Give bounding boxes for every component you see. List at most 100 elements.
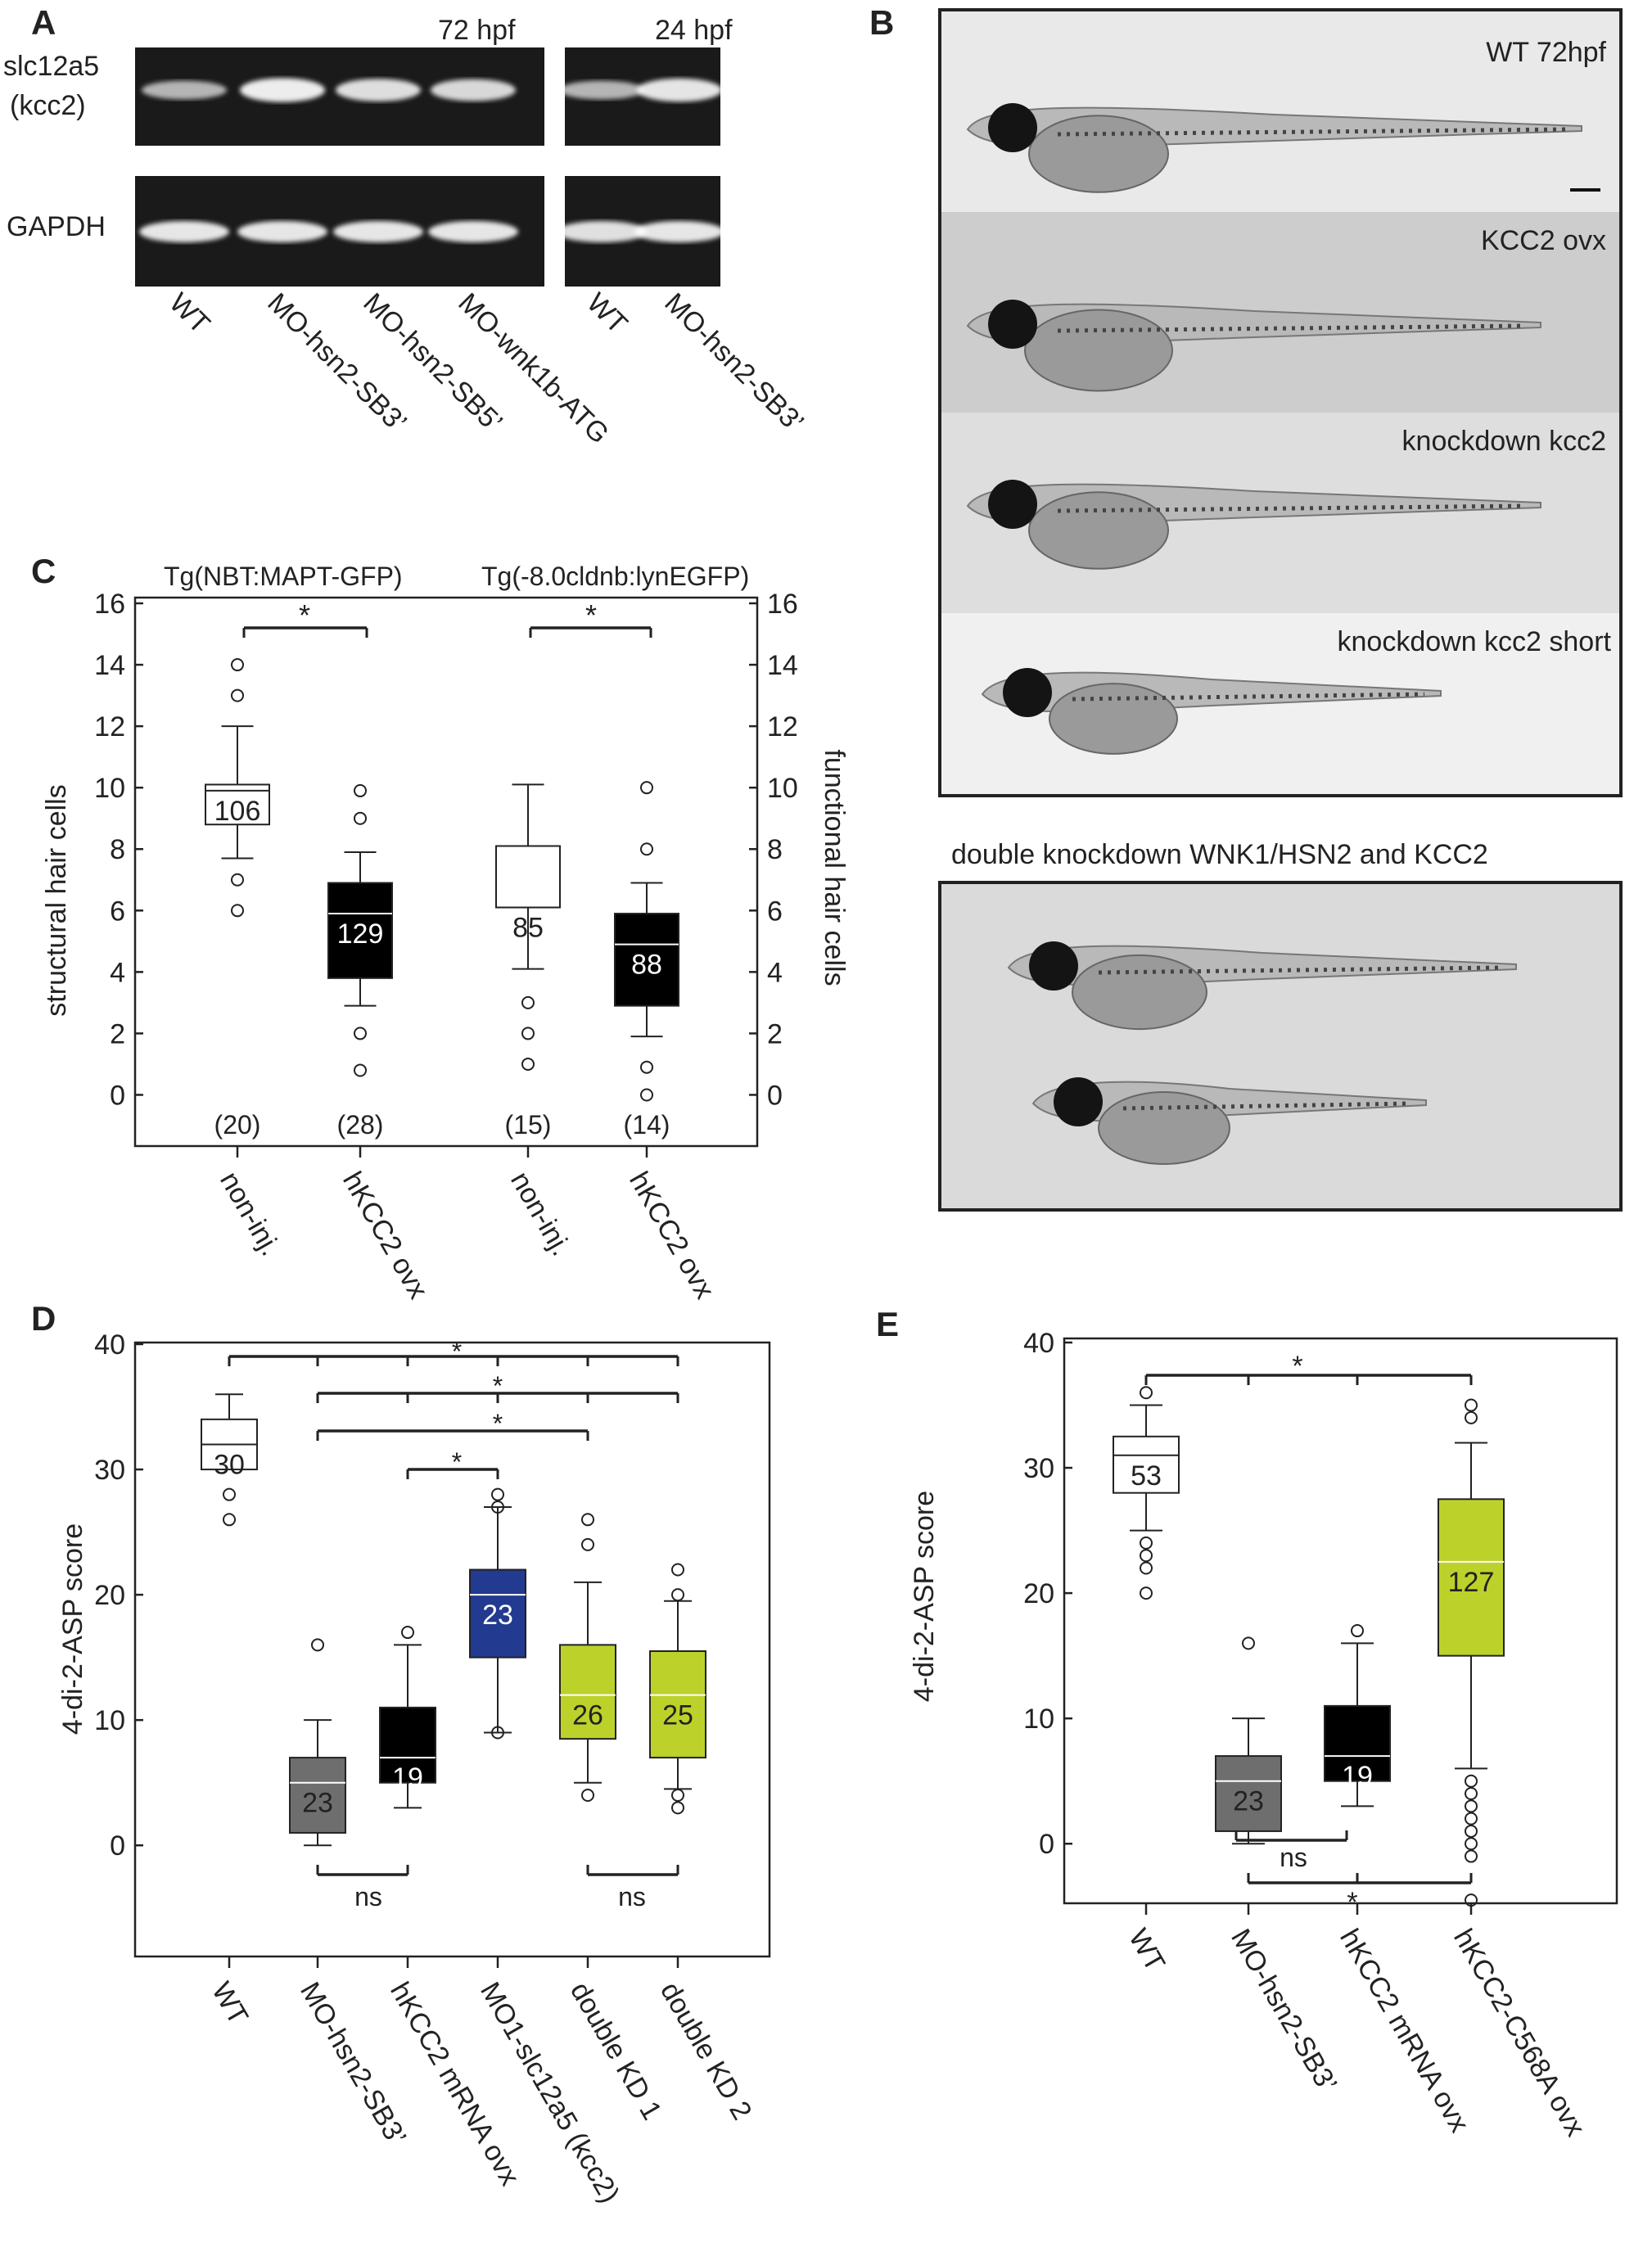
x-tick-label: non-inj. [214,1167,287,1261]
panel-a-row-label-1: slc12a5 [3,51,99,82]
outlier [354,1063,367,1077]
panel-d-sig-2: * [493,1371,503,1401]
panel-a-row-label-2: (kcc2) [10,90,86,121]
outlier [1465,1837,1478,1851]
outlier [401,1626,414,1640]
outlier [223,1487,236,1501]
x-tick-label: hKCC2 ovx [623,1167,720,1304]
y-tick-label: 0 [1039,1829,1054,1860]
outlier [1242,1636,1255,1650]
y-tick-label: 10 [94,773,125,804]
photo-frame-double [938,881,1623,1212]
y-tick-label-right: 16 [767,589,798,620]
outlier [491,1500,504,1514]
outlier [1140,1536,1153,1550]
y-tick-label: 40 [1023,1328,1054,1359]
box-count-label: 23 [482,1600,513,1631]
outlier [491,1487,504,1501]
box-count-label: 88 [631,950,662,981]
panel-e-sig-bottom: * [1347,1887,1357,1918]
y-tick-label: 12 [94,711,125,742]
larva-yolk [1098,1091,1230,1165]
box-count-label: 19 [1342,1761,1373,1792]
gel-lane-labels: WT MO-hsn2-SB3’MO-hsn2-SB5’MO-wnk1b-ATGWT… [163,287,810,450]
photo-label-kcc2-ovx: KCC2 ovx [1481,225,1606,256]
larva-eye [1003,668,1052,717]
outlier [521,1027,535,1040]
y-tick-label: 16 [94,589,125,620]
box-count-label: 30 [214,1449,245,1480]
larva-yolk [1049,683,1178,755]
panel-d-letter: D [31,1299,56,1338]
larva-eye [988,300,1037,349]
x-tick-label: double KD 1 [564,1977,667,2125]
kcc2-band [336,79,421,102]
gapdh-band [428,221,518,242]
panel-c-sig-right: * [585,598,597,632]
panel-c-right-title: Tg(-8.0cldnb:lynEGFP) [481,562,749,591]
outlier [640,842,653,856]
photo-label-knockdown-short: knockdown kcc2 short [1338,626,1612,657]
y-tick-label: 8 [110,834,125,865]
outlier [581,1537,594,1551]
plot-frame [1063,1337,1618,1905]
box [1113,1435,1180,1494]
group-n: (15) [505,1110,552,1140]
larva-pigment [1098,965,1501,975]
y-tick-label-right: 6 [767,896,783,927]
y-tick-label: 30 [1023,1453,1054,1484]
box-count-label: 53 [1131,1460,1162,1492]
outlier [1140,1386,1153,1400]
kcc2-band [240,78,325,102]
outlier [671,1789,684,1803]
outlier [311,1638,324,1652]
box [289,1757,346,1834]
y-tick-label-right: 2 [767,1018,783,1049]
outlier [671,1563,684,1577]
larva-pigment [1057,127,1566,137]
photo-label-wt: WT 72hpf [1486,37,1606,68]
y-tick-label: 20 [94,1580,125,1611]
panel-d: D 4-di-2-ASP score 0 10 20 30 40 30 23 19 23 26 25… [31,1299,771,2208]
gapdh-band [139,221,229,242]
larva-pigment [1122,1101,1411,1111]
kcc2-band [142,80,227,100]
larvae [966,103,1582,1165]
y-tick-label: 0 [110,1080,125,1111]
y-tick-label-right: 0 [767,1080,783,1111]
x-tick-label: hKCC2 mRNA ovx [1334,1924,1475,2137]
panel-d-ylabel: 4-di-2-ASP score [57,1523,88,1735]
panel-d-ns-2: ns [618,1882,646,1911]
box [649,1650,706,1759]
lane-label: WT [163,287,215,340]
panel-e-ns: ns [1280,1843,1307,1872]
gapdh-band [237,221,327,242]
y-tick-label: 30 [94,1455,125,1486]
outlier [354,783,367,797]
panel-a-letter: A [31,3,56,42]
y-tick-label: 14 [94,650,125,681]
outlier [223,1513,236,1527]
larva-eye [988,480,1037,529]
gapdh-band [333,221,423,242]
outlier [521,1057,535,1071]
larva-yolk [1028,115,1169,193]
outlier [231,658,244,672]
box-count-label: 85 [512,913,544,944]
panel-c-ylabel-left: structural hair cells [41,784,72,1016]
plot-frame [133,596,759,1148]
outlier [354,811,367,825]
kcc2-band [637,78,722,102]
larva-eye [1054,1077,1103,1126]
lane-label: MO-hsn2-SB3’ [658,287,810,439]
outlier [521,995,535,1009]
box-count-label: 25 [662,1700,693,1731]
photo-label-knockdown: knockdown kcc2 [1402,426,1606,457]
box-count-label: 129 [337,918,384,950]
outlier [581,1789,594,1803]
outlier [1465,1799,1478,1813]
box-count-label: 23 [1233,1786,1264,1817]
x-tick-label: WT [205,1977,254,2030]
